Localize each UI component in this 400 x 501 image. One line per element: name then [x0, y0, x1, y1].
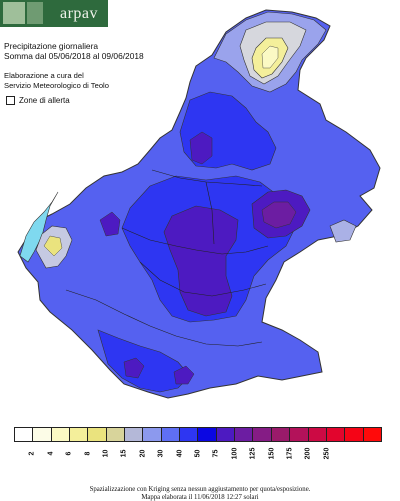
brand-name: arpav [60, 5, 99, 22]
alert-zones-legend: Zone di allerta [6, 96, 70, 105]
legend-tick-label: 4 [47, 451, 55, 456]
legend-tick-label: 200 [304, 447, 312, 460]
legend-tick-label: 50 [194, 449, 202, 458]
credits-block: Elaborazione a cura del Servizio Meteoro… [4, 71, 109, 90]
legend-swatch [180, 428, 199, 441]
legend-swatch [235, 428, 254, 441]
credits-line-2: Servizio Meteorologico di Teolo [4, 80, 109, 90]
map-title: Precipitazione giornaliera [4, 41, 99, 51]
precipitation-map [17, 9, 381, 399]
arpav-logo: arpav [0, 0, 108, 27]
logo-leaf-icon [3, 2, 25, 24]
legend-swatch [161, 428, 181, 441]
legend-swatch [308, 428, 327, 441]
legend-tick-label: 40 [176, 449, 184, 458]
legend-swatch [363, 428, 381, 441]
legend-tick-label: 125 [249, 447, 257, 460]
map-period: Somma dal 05/06/2018 al 09/06/2018 [4, 51, 144, 61]
legend-tick-label: 30 [157, 449, 165, 458]
legend-swatch [271, 428, 291, 441]
legend-swatch [198, 428, 217, 441]
legend-tick-label: 175 [286, 447, 294, 460]
north-purple-zone [189, 131, 213, 165]
west-purple-zone [99, 211, 121, 237]
legend-tick-label: 75 [212, 449, 220, 458]
legend-tick-label: 2 [28, 451, 36, 456]
legend-swatch [125, 428, 144, 441]
legend-swatch [143, 428, 162, 441]
alert-zone-boundaries [65, 169, 269, 347]
west-yellow-zone [43, 235, 63, 257]
lake-garda [19, 191, 59, 263]
legend-tick-label: 8 [84, 451, 92, 456]
southeast-purple-zone [173, 365, 195, 385]
north-yellow-core [261, 45, 279, 69]
legend-swatch [290, 428, 309, 441]
logo-bird-icon [27, 2, 43, 24]
footer-date: Mappa elaborata il 11/06/2018 12:27 sola… [141, 494, 259, 501]
legend-swatch [51, 428, 71, 441]
footer-method: Spazializzazione con Kriging senza nessu… [89, 486, 311, 493]
map-title-block: Precipitazione giornaliera Somma dal 05/… [4, 41, 144, 61]
legend-tick-label: 100 [231, 447, 239, 460]
legend-tick-label: 20 [139, 449, 147, 458]
legend-swatch [88, 428, 107, 441]
legend-swatch [15, 428, 34, 441]
east-light-zone [329, 219, 357, 243]
legend-swatch [326, 428, 346, 441]
central-purple-zone [163, 205, 239, 317]
legend-swatch [33, 428, 52, 441]
legend-swatch [253, 428, 272, 441]
alert-zones-label: Zone di allerta [19, 96, 70, 105]
east-magenta-zone [261, 201, 297, 229]
color-scale-ticks: 2 4 6 8 10 15 20 30 40 50 75 100 125 150 175 200 250 [14, 446, 382, 460]
legend-swatch [106, 428, 126, 441]
legend-swatch [70, 428, 89, 441]
credits-line-1: Elaborazione a cura del [4, 71, 84, 80]
south-purple-zone [123, 357, 145, 379]
legend-tick-label: 150 [268, 447, 276, 460]
legend-tick-label: 6 [65, 451, 73, 456]
color-scale-legend [14, 427, 382, 442]
legend-swatch [345, 428, 364, 441]
legend-tick-label: 15 [120, 449, 128, 458]
alert-zone-swatch [6, 96, 15, 105]
legend-tick-label: 10 [102, 449, 110, 458]
legend-tick-label: 250 [323, 447, 331, 460]
legend-swatch [216, 428, 236, 441]
